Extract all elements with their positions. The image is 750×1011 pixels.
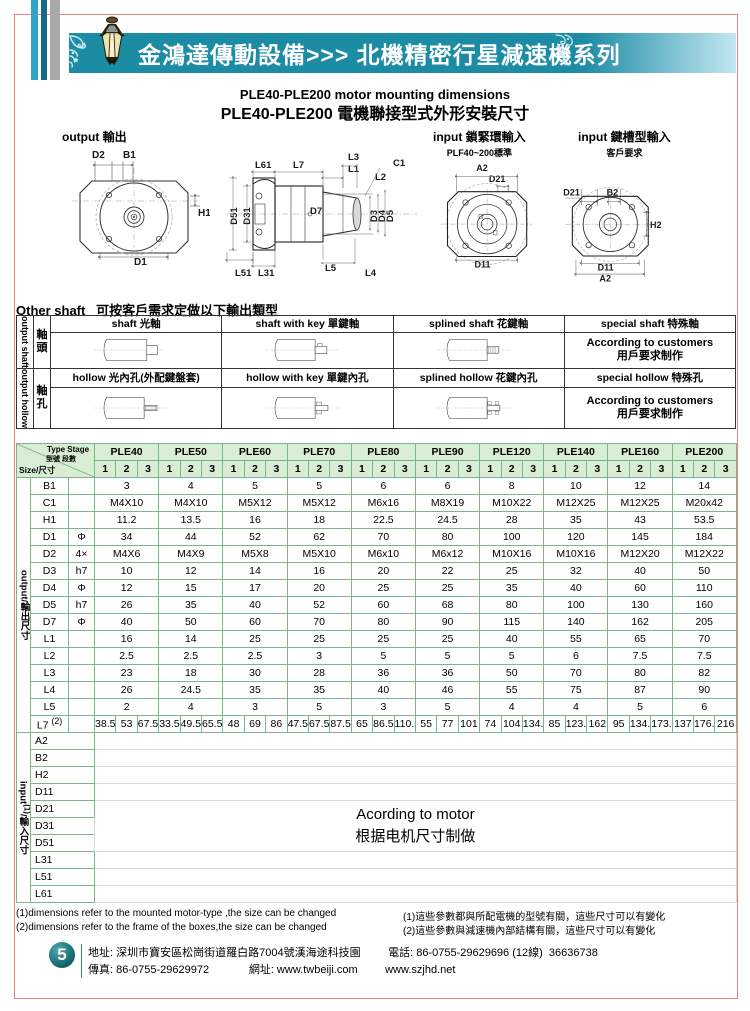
svg-text:D21: D21: [489, 174, 506, 184]
svg-text:L2: L2: [375, 172, 386, 183]
svg-text:C1: C1: [393, 158, 406, 169]
svg-text:D31: D31: [242, 207, 253, 225]
svg-text:D2: D2: [92, 150, 105, 161]
svg-text:L3: L3: [348, 152, 359, 163]
svg-text:A2: A2: [599, 273, 611, 283]
svg-text:D21: D21: [563, 187, 580, 197]
svg-text:H2: H2: [650, 220, 662, 230]
svg-text:D5: D5: [385, 209, 396, 222]
svg-text:D51: D51: [229, 207, 240, 225]
svg-text:D11: D11: [598, 262, 614, 272]
svg-text:L7: L7: [293, 160, 304, 171]
svg-text:L51: L51: [235, 268, 252, 279]
svg-text:L5: L5: [325, 263, 337, 274]
svg-text:D1: D1: [134, 257, 147, 268]
svg-text:L61: L61: [255, 160, 272, 171]
svg-text:L4: L4: [365, 268, 377, 279]
svg-text:A2: A2: [476, 163, 488, 173]
svg-text:L31: L31: [258, 268, 275, 279]
svg-text:H1: H1: [198, 208, 210, 219]
svg-text:L1: L1: [348, 164, 360, 175]
svg-text:B1: B1: [123, 150, 136, 161]
